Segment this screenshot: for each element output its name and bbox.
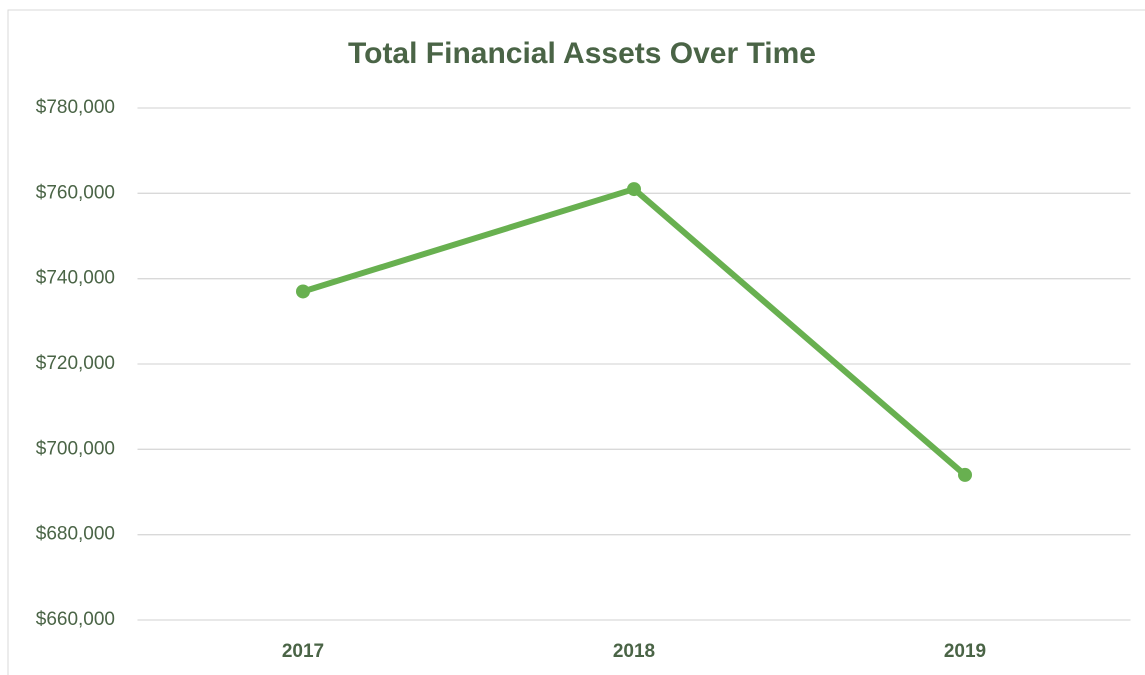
chart-title: Total Financial Assets Over Time xyxy=(348,37,816,70)
y-tick-label: $660,000 xyxy=(36,609,115,630)
y-tick-label: $700,000 xyxy=(36,438,115,459)
y-tick-label: $740,000 xyxy=(36,268,115,289)
y-tick-label: $760,000 xyxy=(36,182,115,203)
x-tick-label: 2019 xyxy=(944,641,986,662)
data-point xyxy=(296,284,310,299)
y-tick-label: $780,000 xyxy=(36,97,115,118)
y-tick-label: $680,000 xyxy=(36,524,115,545)
chart-border xyxy=(7,9,1145,675)
data-point xyxy=(627,182,641,197)
y-tick-label: $720,000 xyxy=(36,353,115,374)
x-tick-label: 2017 xyxy=(282,641,324,662)
x-tick-label: 2018 xyxy=(613,641,655,662)
data-point xyxy=(958,467,972,482)
